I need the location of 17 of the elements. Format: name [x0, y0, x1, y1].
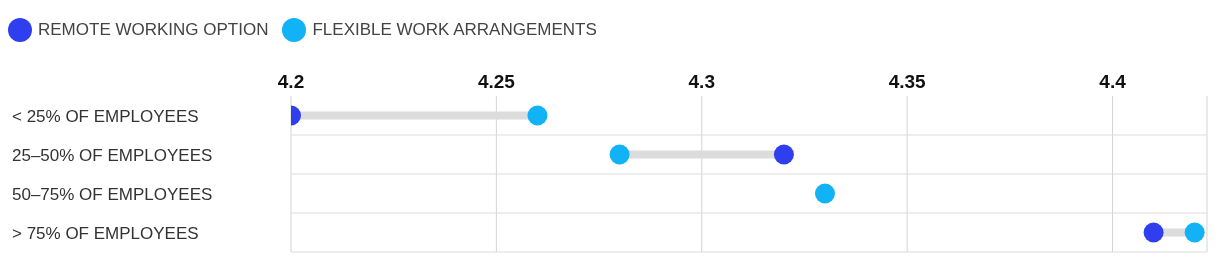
x-tick-label: 4.35: [888, 71, 927, 92]
point: [527, 105, 548, 126]
point: [1143, 222, 1164, 243]
y-tick-label: < 25% OF EMPLOYEES: [12, 106, 199, 126]
point: [609, 144, 630, 165]
y-tick-label: 25–50% OF EMPLOYEES: [12, 145, 213, 165]
x-tick-label: 4.2: [277, 71, 305, 92]
legend-label: FLEXIBLE WORK ARRANGEMENTS: [312, 20, 597, 40]
x-tick-label: 4.4: [1099, 71, 1127, 92]
x-tick-label: 4.3: [688, 71, 715, 92]
y-tick-label: > 75% OF EMPLOYEES: [12, 223, 199, 243]
x-tick-label: 4.25: [477, 71, 516, 92]
legend-label: REMOTE WORKING OPTION: [38, 20, 269, 40]
point: [1184, 222, 1205, 243]
point: [814, 183, 835, 204]
point: [773, 144, 794, 165]
y-tick-label: 50–75% OF EMPLOYEES: [12, 184, 213, 204]
